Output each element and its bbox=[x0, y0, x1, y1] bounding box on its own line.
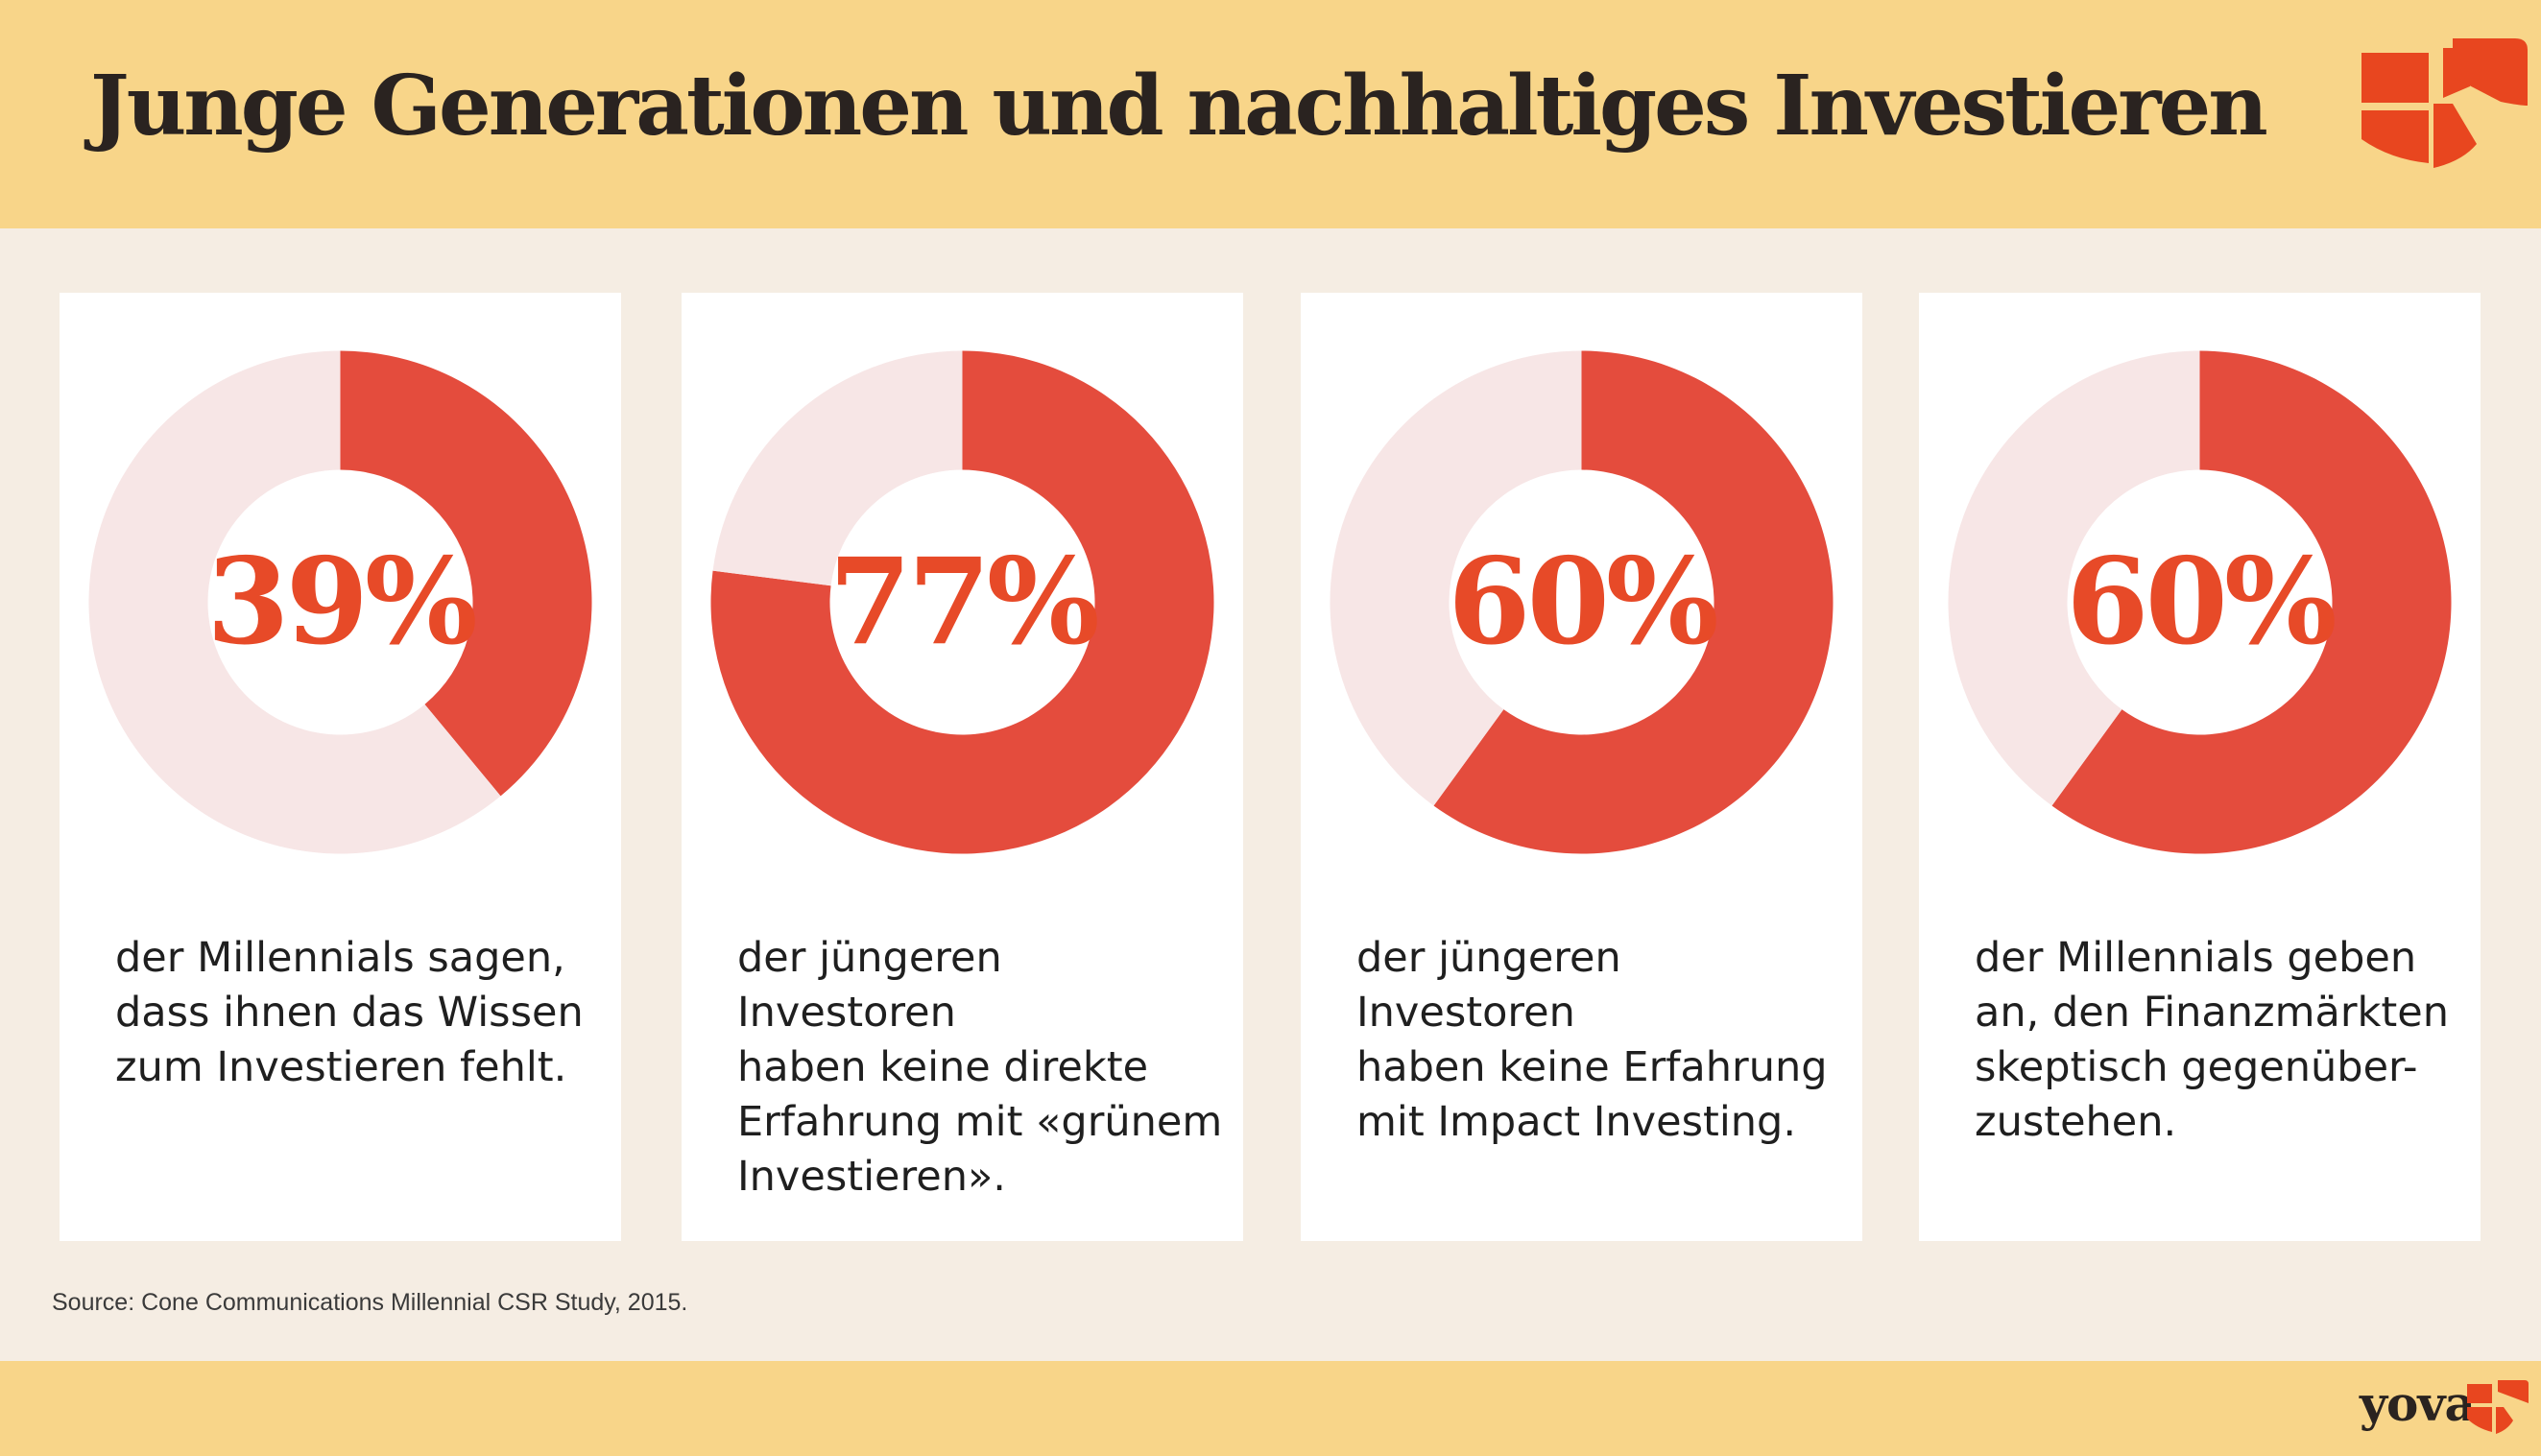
stat-description-3: der jüngeren Investoren haben keine Erfa… bbox=[1356, 934, 1828, 1146]
stat-description-1: der Millennials sagen, dass ihnen das Wi… bbox=[115, 934, 584, 1091]
donut-chart-3: 60% bbox=[1330, 350, 1834, 854]
header-banner: Junge Generationen und nachhaltiges Inve… bbox=[0, 0, 2541, 228]
stat-card-4: 60% der Millennials geben an, den Finanz… bbox=[1919, 293, 2481, 1241]
percent-label-1: 39% bbox=[206, 533, 475, 672]
stat-description-2: der jüngeren Investoren haben keine dire… bbox=[737, 934, 1223, 1201]
donut-segment-rest-4 bbox=[1948, 350, 2200, 806]
stat-description-4: der Millennials geben an, den Finanzmärk… bbox=[1975, 934, 2449, 1146]
stat-card-2: 77% der jüngeren Investoren haben keine … bbox=[682, 293, 1243, 1241]
donut-segment-value-3 bbox=[1433, 350, 1834, 854]
donut-segment-value-2 bbox=[710, 350, 1214, 854]
source-note: Source: Cone Communications Millennial C… bbox=[52, 1289, 688, 1316]
donut-segment-rest-2 bbox=[712, 350, 963, 586]
donut-segment-rest-3 bbox=[1330, 350, 1582, 806]
donut-chart-4: 60% bbox=[1948, 350, 2452, 854]
stat-card-3: 60% der jüngeren Investoren haben keine … bbox=[1301, 293, 1862, 1241]
donut-segment-rest-1 bbox=[88, 350, 501, 854]
percent-label-4: 60% bbox=[2066, 533, 2335, 672]
donut-segment-value-1 bbox=[340, 350, 592, 797]
percent-label-3: 60% bbox=[1448, 533, 1716, 672]
page-title: Junge Generationen und nachhaltiges Inve… bbox=[90, 58, 2268, 155]
yova-flower-icon bbox=[2361, 38, 2528, 168]
brand-wordmark: yova bbox=[2360, 1375, 2476, 1432]
percent-label-2: 77% bbox=[828, 533, 1097, 672]
yova-flower-icon-small bbox=[2467, 1380, 2529, 1434]
donut-chart-1: 39% bbox=[88, 350, 592, 854]
donut-chart-2: 77% bbox=[710, 350, 1214, 854]
stat-card-1: 39% der Millennials sagen, dass ihnen da… bbox=[60, 293, 621, 1241]
donut-segment-value-4 bbox=[2051, 350, 2452, 854]
footer-banner bbox=[0, 1361, 2541, 1456]
